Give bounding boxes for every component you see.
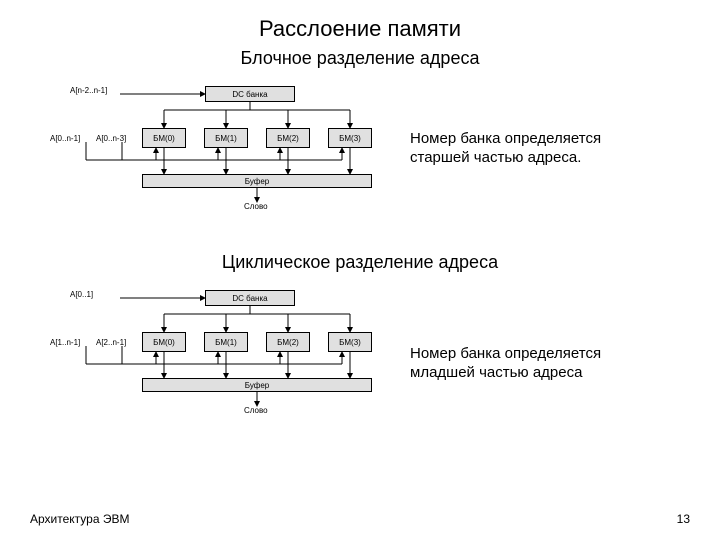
block-lines: [50, 82, 380, 222]
bm-0-2: БМ(0): [142, 332, 186, 352]
bm-2: БМ(2): [266, 128, 310, 148]
buffer-box-2: Буфер: [142, 378, 372, 392]
dc-box-2: DC банка: [205, 290, 295, 306]
cyclic-diagram: A[0..1] A[1..n-1] A[2..n-1] DC банка БМ(…: [50, 286, 380, 426]
block-addr-hi: A[n-2..n-1]: [70, 86, 107, 95]
bm-2-2: БМ(2): [266, 332, 310, 352]
word-label-2: Слово: [244, 406, 268, 415]
block-caption: Номер банка определяется старшей частью …: [410, 130, 650, 168]
bm-0: БМ(0): [142, 128, 186, 148]
cyclic-addr-hi: A[0..1]: [70, 290, 93, 299]
cyclic-subtitle: Циклическое разделение адреса: [0, 252, 720, 273]
cyclic-caption: Номер банка определяется младшей частью …: [410, 345, 670, 383]
bm-3: БМ(3): [328, 128, 372, 148]
word-label: Слово: [244, 202, 268, 211]
dc-box: DC банка: [205, 86, 295, 102]
slide-title: Расслоение памяти: [0, 16, 720, 42]
block-subtitle: Блочное разделение адреса: [0, 48, 720, 69]
footer-right: 13: [677, 512, 690, 526]
bm-3-2: БМ(3): [328, 332, 372, 352]
block-diagram: A[n-2..n-1] A[0..n-1] A[0..n-3] DC банка…: [50, 82, 380, 222]
block-addr-lo2: A[0..n-3]: [96, 134, 126, 143]
block-addr-lo: A[0..n-1]: [50, 134, 80, 143]
bm-1: БМ(1): [204, 128, 248, 148]
cyclic-addr-lo2: A[2..n-1]: [96, 338, 126, 347]
buffer-box: Буфер: [142, 174, 372, 188]
cyclic-addr-lo: A[1..n-1]: [50, 338, 80, 347]
slide: Расслоение памяти Блочное разделение адр…: [0, 0, 720, 540]
cyclic-lines: [50, 286, 380, 426]
bm-1-2: БМ(1): [204, 332, 248, 352]
footer-left: Архитектура ЭВМ: [30, 512, 129, 526]
